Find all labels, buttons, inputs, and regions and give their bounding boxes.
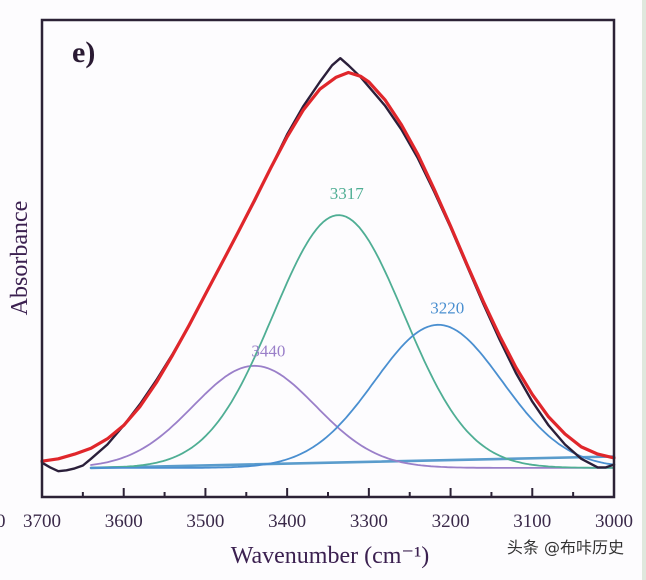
panel-label: e) (72, 36, 95, 69)
page-edge (642, 0, 646, 580)
x-tick-label: 3700 (23, 511, 61, 532)
series-experimental-spectrum (40, 57, 616, 473)
x-tick-label: 3600 (105, 511, 143, 532)
peak-label-3440: 3440 (251, 341, 285, 360)
x-tick-label: 3500 (186, 511, 224, 532)
x-tick-label: 3000 (595, 511, 633, 532)
peak-labels: 3317 3220 3440 (251, 184, 464, 360)
x-tick-label: 3300 (350, 511, 388, 532)
x-tick-label: 3200 (432, 511, 470, 532)
x-axis-ticks (41, 488, 615, 497)
clipped-tick-label: 0 (0, 511, 6, 532)
series-fitted-envelope (40, 70, 616, 463)
x-axis-title: Wavenumber (cm⁻¹) (231, 543, 430, 569)
series-peak-3317 (90, 214, 615, 469)
x-tick-label: 3400 (268, 511, 306, 532)
y-axis-title: Absorbance (7, 201, 33, 316)
peak-label-3220: 3220 (430, 298, 464, 317)
peak-label-3317: 3317 (330, 184, 365, 203)
x-tick-label: 3100 (513, 511, 551, 532)
series-peak-3440 (90, 364, 615, 469)
plot-curves (40, 57, 616, 473)
series-peak-3220 (90, 323, 615, 469)
x-axis-tick-labels: 3700 3600 3500 3400 3300 3200 3100 3000 0 (0, 511, 633, 532)
watermark: 头条 @布咔历史 (506, 538, 624, 557)
series-baseline (89, 455, 616, 470)
